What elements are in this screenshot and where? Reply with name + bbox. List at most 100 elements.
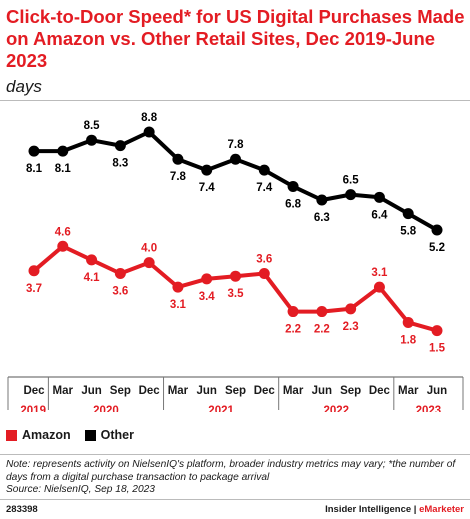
chart-title: Click-to-Door Speed* for US Digital Purc… (6, 6, 465, 71)
x-year-label: 2023 (416, 405, 442, 412)
point-other-9 (287, 180, 299, 192)
point-amazon-9 (287, 306, 299, 318)
legend: Amazon Other (6, 428, 134, 442)
point-amazon-0 (28, 265, 40, 277)
data-label-amazon-1: 4.6 (55, 226, 71, 238)
legend-label-amazon: Amazon (22, 428, 71, 442)
x-tick-label: Sep (340, 385, 361, 397)
x-tick-label: Mar (168, 385, 189, 397)
point-other-5 (172, 153, 184, 165)
x-axis: Dec Mar Jun Sep Dec Mar Jun Sep Dec Mar Jun Sep Dec M… (7, 376, 464, 412)
series-points (28, 126, 443, 337)
data-label-other-13: 5.8 (400, 226, 417, 238)
point-amazon-3 (114, 267, 126, 279)
data-label-other-3: 8.3 (112, 158, 128, 170)
x-year-label: 2019 (20, 405, 46, 412)
data-label-amazon-4: 4.0 (141, 243, 157, 255)
x-year-label: 2022 (323, 405, 349, 412)
point-other-10 (316, 194, 328, 206)
data-label-amazon-12: 3.1 (371, 267, 388, 279)
data-label-other-12: 6.4 (371, 209, 388, 221)
brand-credit: Insider Intelligence | eMarketer (325, 504, 464, 515)
data-label-other-2: 8.5 (84, 120, 101, 132)
data-label-amazon-8: 3.6 (256, 253, 272, 265)
data-label-other-0: 8.1 (26, 163, 43, 175)
x-tick-label: Jun (427, 385, 447, 397)
data-label-amazon-7: 3.5 (228, 288, 245, 300)
data-label-other-7: 7.8 (228, 139, 245, 151)
point-other-6 (201, 164, 213, 176)
x-tick-label: Jun (312, 385, 332, 397)
data-label-other-4: 8.8 (141, 112, 158, 124)
legend-item-amazon: Amazon (6, 428, 71, 442)
point-amazon-7 (230, 270, 241, 282)
x-tick-label: Dec (23, 385, 45, 397)
data-label-amazon-6: 3.4 (199, 291, 216, 303)
point-amazon-11 (345, 303, 357, 315)
data-label-amazon-11: 2.3 (343, 321, 359, 333)
point-amazon-2 (86, 254, 98, 266)
point-other-13 (402, 208, 414, 220)
data-label-other-10: 6.3 (314, 212, 330, 224)
data-label-other-9: 6.8 (285, 198, 302, 210)
footer: 283398 Insider Intelligence | eMarketer (0, 500, 470, 519)
footer-divider (0, 499, 470, 500)
x-tick-label: Dec (254, 385, 276, 397)
point-amazon-8 (258, 267, 270, 279)
top-divider (0, 100, 470, 101)
brand-main: Insider Intelligence | (325, 504, 420, 515)
chart-subtitle: days (6, 77, 42, 96)
data-label-amazon-2: 4.1 (84, 272, 101, 284)
note-text: Note: represents activity on NielsenIQ's… (6, 459, 456, 483)
x-tick-label: Dec (139, 385, 161, 397)
x-tick-label: Sep (225, 385, 246, 397)
chart-id: 283398 (6, 504, 38, 515)
data-label-amazon-3: 3.6 (112, 285, 128, 297)
point-amazon-12 (373, 281, 385, 293)
point-amazon-14 (431, 325, 443, 337)
data-label-other-14: 5.2 (429, 242, 445, 254)
line-chart: 8.1 8.1 8.5 8.3 8.8 7.8 7.4 7.8 7.4 6.8 6.3 6.5 6.4 5… (7, 112, 464, 412)
x-year-label: 2021 (208, 405, 234, 412)
x-tick-label: Dec (369, 385, 391, 397)
data-label-amazon-5: 3.1 (170, 299, 187, 311)
point-amazon-13 (402, 316, 414, 328)
note-divider (0, 454, 470, 455)
legend-label-other: Other (100, 428, 134, 442)
data-label-amazon-9: 2.2 (285, 324, 301, 336)
x-year-label: 2020 (93, 405, 119, 412)
point-other-2 (86, 134, 98, 146)
data-label-other-1: 8.1 (55, 163, 72, 175)
data-label-other-6: 7.4 (199, 182, 216, 194)
source-text: Source: NielsenIQ, Sep 18, 2023 (6, 484, 155, 495)
x-tick-label: Jun (196, 385, 216, 397)
point-other-8 (258, 164, 270, 176)
point-other-0 (28, 145, 40, 157)
x-tick-label: Mar (53, 385, 74, 397)
point-other-11 (345, 189, 357, 201)
point-other-14 (431, 224, 443, 236)
data-label-amazon-14: 1.5 (429, 343, 446, 355)
x-tick-label: Mar (398, 385, 419, 397)
legend-swatch-amazon (6, 429, 17, 441)
legend-swatch-other (84, 429, 96, 441)
data-label-other-11: 6.5 (343, 175, 360, 187)
legend-item-other: Other (84, 428, 134, 442)
point-other-4 (143, 126, 155, 138)
data-label-other-8: 7.4 (256, 182, 273, 194)
data-labels: 8.1 8.1 8.5 8.3 8.8 7.8 7.4 7.8 7.4 6.8 6.3 6.5 6.4 5… (26, 112, 446, 355)
point-amazon-10 (316, 306, 328, 318)
data-label-amazon-13: 1.8 (400, 334, 417, 346)
data-label-amazon-0: 3.7 (26, 283, 42, 295)
point-other-3 (114, 140, 126, 152)
point-amazon-4 (143, 257, 155, 269)
data-label-other-5: 7.8 (170, 171, 187, 183)
point-other-7 (230, 153, 241, 165)
point-other-1 (57, 145, 69, 157)
x-tick-label: Mar (283, 385, 304, 397)
x-tick-label: Jun (81, 385, 101, 397)
chart-note: Note: represents activity on NielsenIQ's… (6, 459, 466, 497)
point-other-12 (373, 191, 385, 203)
x-tick-label: Sep (110, 385, 131, 397)
brand-accent: eMarketer (419, 504, 464, 515)
